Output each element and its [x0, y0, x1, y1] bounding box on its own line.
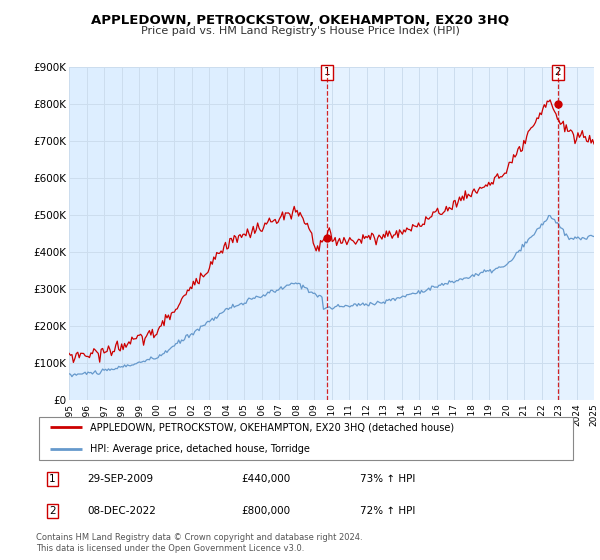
Text: APPLEDOWN, PETROCKSTOW, OKEHAMPTON, EX20 3HQ: APPLEDOWN, PETROCKSTOW, OKEHAMPTON, EX20…: [91, 14, 509, 27]
Text: 1: 1: [49, 474, 56, 484]
Text: 29-SEP-2009: 29-SEP-2009: [88, 474, 154, 484]
Text: 73% ↑ HPI: 73% ↑ HPI: [360, 474, 415, 484]
Text: 72% ↑ HPI: 72% ↑ HPI: [360, 506, 415, 516]
Bar: [327, 67, 594, 400]
Text: £440,000: £440,000: [241, 474, 290, 484]
Text: HPI: Average price, detached house, Torridge: HPI: Average price, detached house, Torr…: [90, 444, 310, 454]
Text: 1: 1: [324, 67, 331, 77]
Bar: [557, 67, 594, 400]
Text: 2: 2: [554, 67, 561, 77]
Text: 2: 2: [49, 506, 56, 516]
Text: £800,000: £800,000: [241, 506, 290, 516]
Text: 08-DEC-2022: 08-DEC-2022: [88, 506, 156, 516]
Text: Contains HM Land Registry data © Crown copyright and database right 2024.
This d: Contains HM Land Registry data © Crown c…: [36, 533, 362, 553]
Text: Price paid vs. HM Land Registry's House Price Index (HPI): Price paid vs. HM Land Registry's House …: [140, 26, 460, 36]
Text: APPLEDOWN, PETROCKSTOW, OKEHAMPTON, EX20 3HQ (detached house): APPLEDOWN, PETROCKSTOW, OKEHAMPTON, EX20…: [90, 422, 454, 432]
